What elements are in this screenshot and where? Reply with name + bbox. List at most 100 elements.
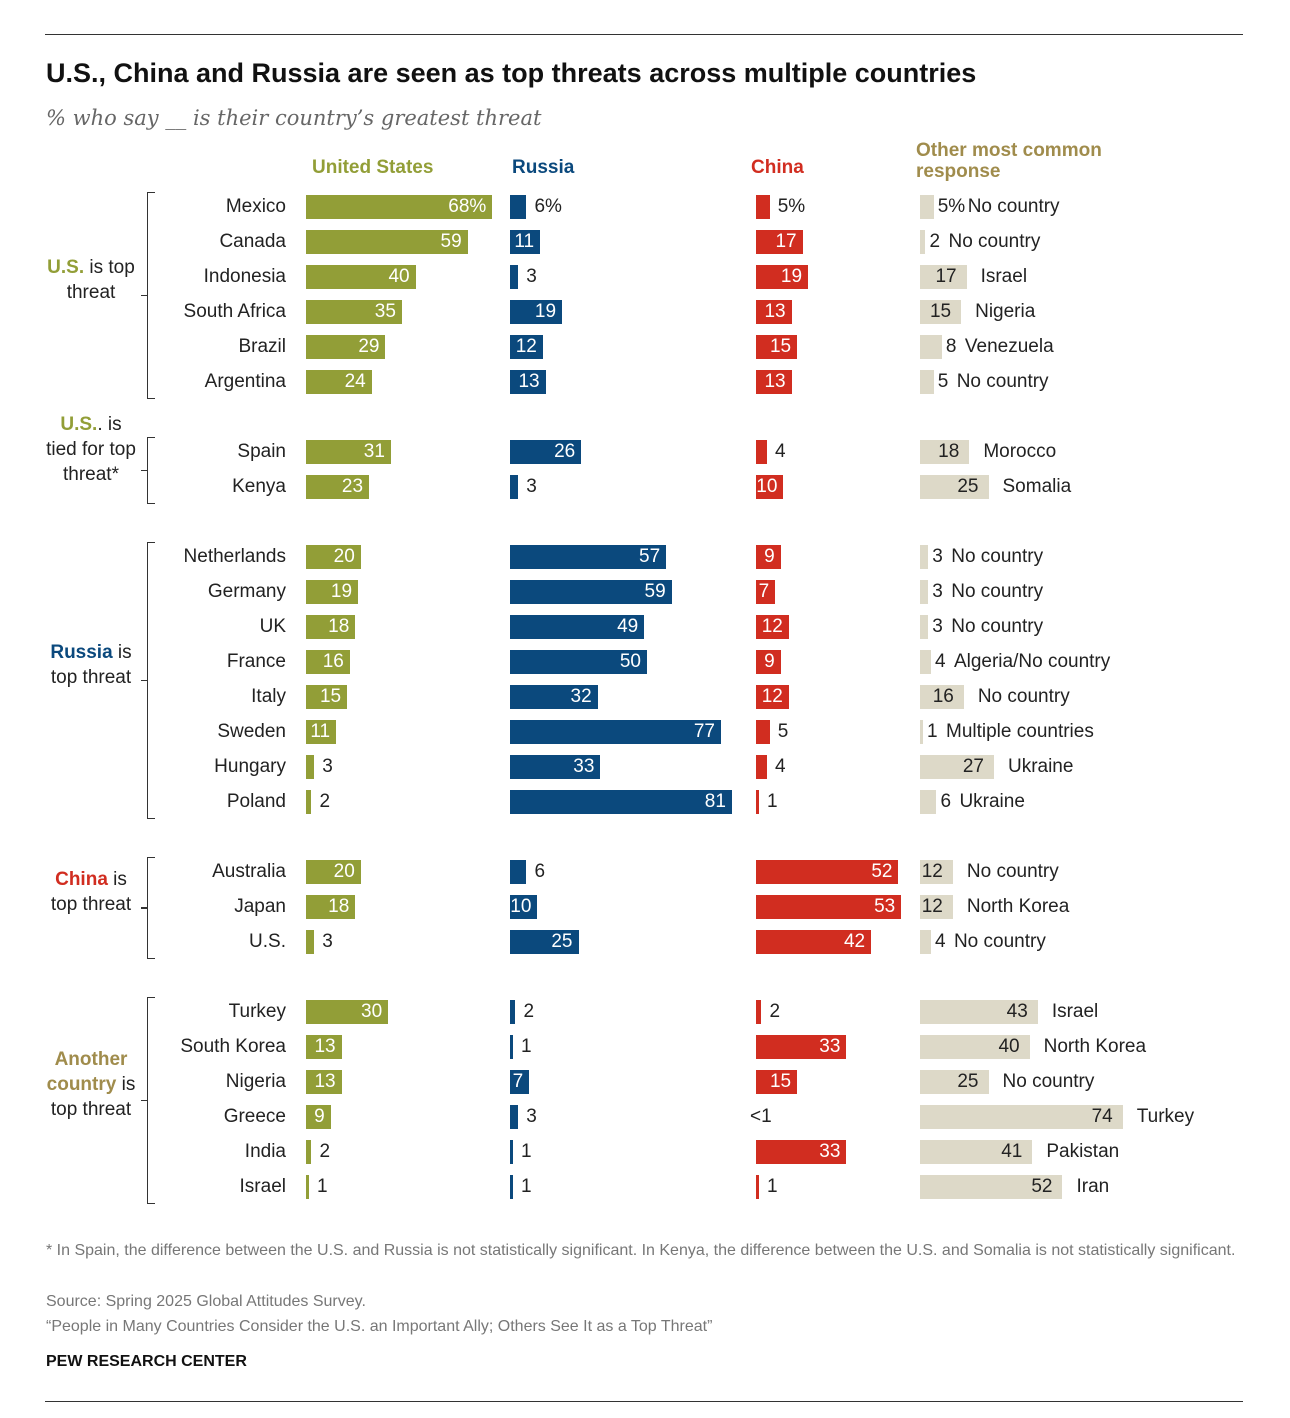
value-label-russia: 49 [617, 616, 639, 637]
value-label-china: <1 [750, 1106, 772, 1127]
country-label: Israel [239, 1176, 286, 1197]
value-label-russia: 57 [639, 546, 661, 567]
bar-us [306, 545, 361, 569]
value-label-other: 3 [932, 581, 943, 602]
bar-us [306, 580, 359, 604]
value-label-china: 1 [767, 791, 778, 812]
value-label-russia: 3 [526, 266, 537, 287]
value-label-china: 4 [774, 441, 786, 462]
group-label-highlight: Another country [46, 1048, 128, 1095]
bar-other [920, 930, 931, 954]
other-response-name: Turkey [1136, 1106, 1195, 1127]
value-label-russia: 25 [551, 931, 573, 952]
bar-us [306, 440, 391, 464]
bar-russia [510, 790, 732, 814]
value-label-china: 33 [819, 1141, 841, 1162]
value-label-other: 3 [932, 546, 943, 567]
group-bracket [147, 192, 155, 399]
value-label-russia: 10 [510, 896, 532, 917]
other-response-name: No country [951, 581, 1044, 602]
value-label-other: 15 [929, 301, 952, 322]
value-label-other: 18 [938, 441, 960, 462]
other-response-name: Morocco [983, 441, 1057, 462]
value-label-china: 42 [843, 931, 866, 952]
other-response-name: Somalia [1002, 476, 1072, 497]
country-label: South Africa [183, 301, 286, 322]
bar-russia [510, 720, 721, 744]
value-label-russia: 1 [521, 1036, 532, 1057]
bar-russia [510, 335, 543, 359]
other-response-name: No country [1002, 1071, 1095, 1092]
other-response-name: No country [948, 231, 1041, 252]
country-label: Japan [234, 896, 286, 917]
country-label: U.S. [249, 931, 286, 952]
bar-china [756, 1070, 798, 1094]
value-label-other: 12 [921, 896, 943, 917]
bar-china [756, 1035, 847, 1059]
bar-russia [510, 545, 667, 569]
value-label-russia: 19 [534, 301, 557, 322]
column-header-us: United States [312, 157, 434, 178]
bar-us [306, 615, 356, 639]
value-label-other: 8 [945, 336, 957, 357]
bar-russia [510, 265, 519, 289]
value-label-us: 3 [322, 931, 333, 952]
value-label-china: 2 [769, 1001, 781, 1022]
value-label-us: 1 [317, 1176, 328, 1197]
bar-us [306, 265, 416, 289]
country-label: Australia [212, 861, 286, 882]
country-label: India [244, 1141, 286, 1162]
top-rule [45, 34, 1243, 35]
bar-russia [510, 1140, 513, 1164]
country-label: Hungary [214, 756, 286, 777]
pew-logo-text: PEW RESEARCH CENTER [46, 1353, 247, 1370]
bar-russia [510, 685, 598, 709]
value-label-other: 27 [962, 756, 984, 777]
value-label-russia: 26 [554, 441, 576, 462]
value-label-china: 7 [758, 581, 770, 602]
value-label-china: 52 [871, 861, 893, 882]
value-label-russia: 32 [570, 686, 592, 707]
bar-us [306, 300, 402, 324]
other-response-name: No country [951, 616, 1044, 637]
bar-other [920, 895, 953, 919]
value-label-china: 9 [764, 546, 775, 567]
value-label-us: 68% [448, 196, 487, 217]
value-label-us: 16 [322, 651, 344, 672]
bar-china [756, 1000, 762, 1024]
value-label-china: 1 [767, 1176, 778, 1197]
value-label-us: 3 [322, 756, 333, 777]
other-response-name: No country [956, 371, 1049, 392]
country-label: France [226, 651, 286, 672]
bar-russia [510, 195, 527, 219]
other-response-name: No country [953, 931, 1046, 952]
column-header-china: China [751, 157, 804, 178]
bar-china [756, 440, 767, 464]
bar-china [756, 230, 803, 254]
bar-us [306, 930, 315, 954]
bar-other [920, 440, 970, 464]
bar-other [920, 1070, 989, 1094]
bar-russia [510, 1070, 530, 1094]
country-label: UK [259, 616, 286, 637]
bar-china [756, 615, 789, 639]
bar-other [920, 790, 937, 814]
bar-us [306, 1035, 342, 1059]
other-response-name: No country [951, 546, 1044, 567]
bar-russia [510, 615, 645, 639]
group-bracket-notch [141, 294, 148, 296]
value-label-other: 5 [937, 371, 949, 392]
value-label-china: 4 [774, 756, 786, 777]
bar-us [306, 475, 370, 499]
bar-china [756, 1140, 847, 1164]
bar-us [306, 1000, 389, 1024]
bar-china [756, 300, 792, 324]
bar-china [756, 720, 770, 744]
value-label-china: 17 [775, 231, 797, 252]
bar-us [306, 370, 372, 394]
value-label-other: 40 [998, 1036, 1020, 1057]
bar-us [306, 1175, 309, 1199]
group-label-text: is top threat [50, 869, 132, 915]
value-label-us: 15 [319, 686, 342, 707]
value-label-us: 19 [330, 581, 353, 602]
